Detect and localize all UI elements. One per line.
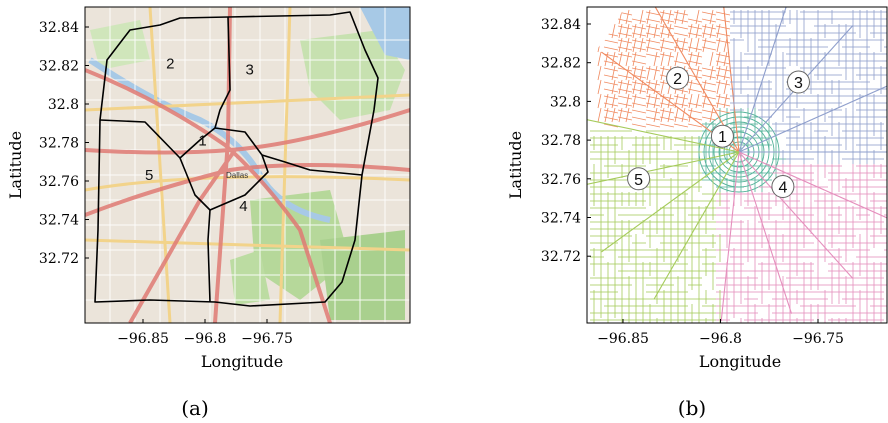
region-boundaries <box>94 11 379 307</box>
y-tick-label: 32.8 <box>550 94 581 110</box>
basemap-a: Dallas 1 2 3 4 5 <box>85 7 410 323</box>
region-marker-label-5: 5 <box>634 172 643 189</box>
y-tick-label: 32.72 <box>39 251 79 267</box>
region-label-2: 2 <box>166 56 174 73</box>
internal-boundary <box>261 154 363 176</box>
region-marker-3 <box>787 70 810 94</box>
panel-b: 1 2 3 4 5 32.84 32.82 32.8 32.78 32.76 32.74 32.72… <box>506 6 888 420</box>
region-markers-b: 1 2 3 4 5 <box>627 66 810 199</box>
region-marker-1 <box>710 124 734 148</box>
road-network-b <box>587 7 887 323</box>
region-label-4: 4 <box>239 198 247 215</box>
road-network-region-3 <box>730 7 887 164</box>
x-tick-label: −96.8 <box>184 331 227 347</box>
region-label-5: 5 <box>145 167 153 184</box>
y-tick-label: 32.74 <box>541 211 581 227</box>
region-marker-label-2: 2 <box>673 71 682 88</box>
region-marker-2 <box>666 66 690 90</box>
region-label-3: 3 <box>245 61 253 78</box>
y-tick-label: 32.78 <box>541 133 581 149</box>
y-tick-label: 32.76 <box>39 174 79 190</box>
panel-a: Dallas 12 345 32.8432.8232.832.7832.7632.… <box>6 6 411 420</box>
x-tick-label: −96.75 <box>241 331 293 347</box>
x-axis-label-b: Longitude <box>699 352 781 371</box>
road-network-region-2 <box>597 7 740 153</box>
region-labels-a: 1 2 3 4 5 <box>145 56 254 215</box>
y-tick-label: 32.76 <box>541 172 581 188</box>
region-1-boundary <box>179 127 269 211</box>
region-marker-label-1: 1 <box>718 129 727 146</box>
y-axis-label-b: Latitude <box>506 131 525 199</box>
internal-boundary <box>207 209 211 303</box>
y-ticks-b: 32.84 32.82 32.8 32.78 32.76 32.74 32.72 <box>541 17 591 265</box>
caption-b: (b) <box>678 396 706 420</box>
y-tick-label: 32.8 <box>48 97 79 113</box>
plot-frame-a <box>84 6 411 324</box>
road-network-region-4 <box>716 151 887 323</box>
y-ticks-a: 32.84 32.82 32.8 32.78 32.76 32.74 32.72 <box>39 20 89 267</box>
y-tick-label: 32.72 <box>541 249 581 265</box>
road-network-region-5 <box>587 119 740 323</box>
y-tick-label: 32.82 <box>541 56 581 72</box>
region-label-1: 1 <box>198 133 206 150</box>
x-ticks-a: −96.85 −96.8 −96.75 <box>117 319 293 347</box>
y-tick-label: 32.74 <box>39 213 79 229</box>
y-tick-label: 32.78 <box>39 136 79 152</box>
region-marker-label-4: 4 <box>778 180 787 197</box>
internal-boundary <box>214 16 231 129</box>
x-tick-label: −96.8 <box>699 331 742 347</box>
basemap-place-label: Dallas <box>226 171 248 180</box>
x-axis-label-a: Longitude <box>201 352 283 371</box>
x-tick-label: −96.85 <box>597 331 649 347</box>
caption-a: (a) <box>181 396 209 420</box>
y-tick-label: 32.84 <box>39 20 79 36</box>
y-tick-label: 32.84 <box>541 17 581 33</box>
region-marker-label-3: 3 <box>794 75 803 92</box>
region-marker-5 <box>627 167 651 191</box>
y-tick-label: 32.82 <box>39 59 79 75</box>
plot-frame-b <box>586 6 888 324</box>
y-axis-label-a: Latitude <box>6 131 25 199</box>
x-tick-label: −96.75 <box>792 331 844 347</box>
internal-boundary <box>99 119 181 159</box>
x-tick-label: −96.85 <box>117 331 169 347</box>
x-ticks-b: −96.85 −96.8 −96.75 <box>597 319 844 347</box>
region-marker-4 <box>771 175 795 199</box>
